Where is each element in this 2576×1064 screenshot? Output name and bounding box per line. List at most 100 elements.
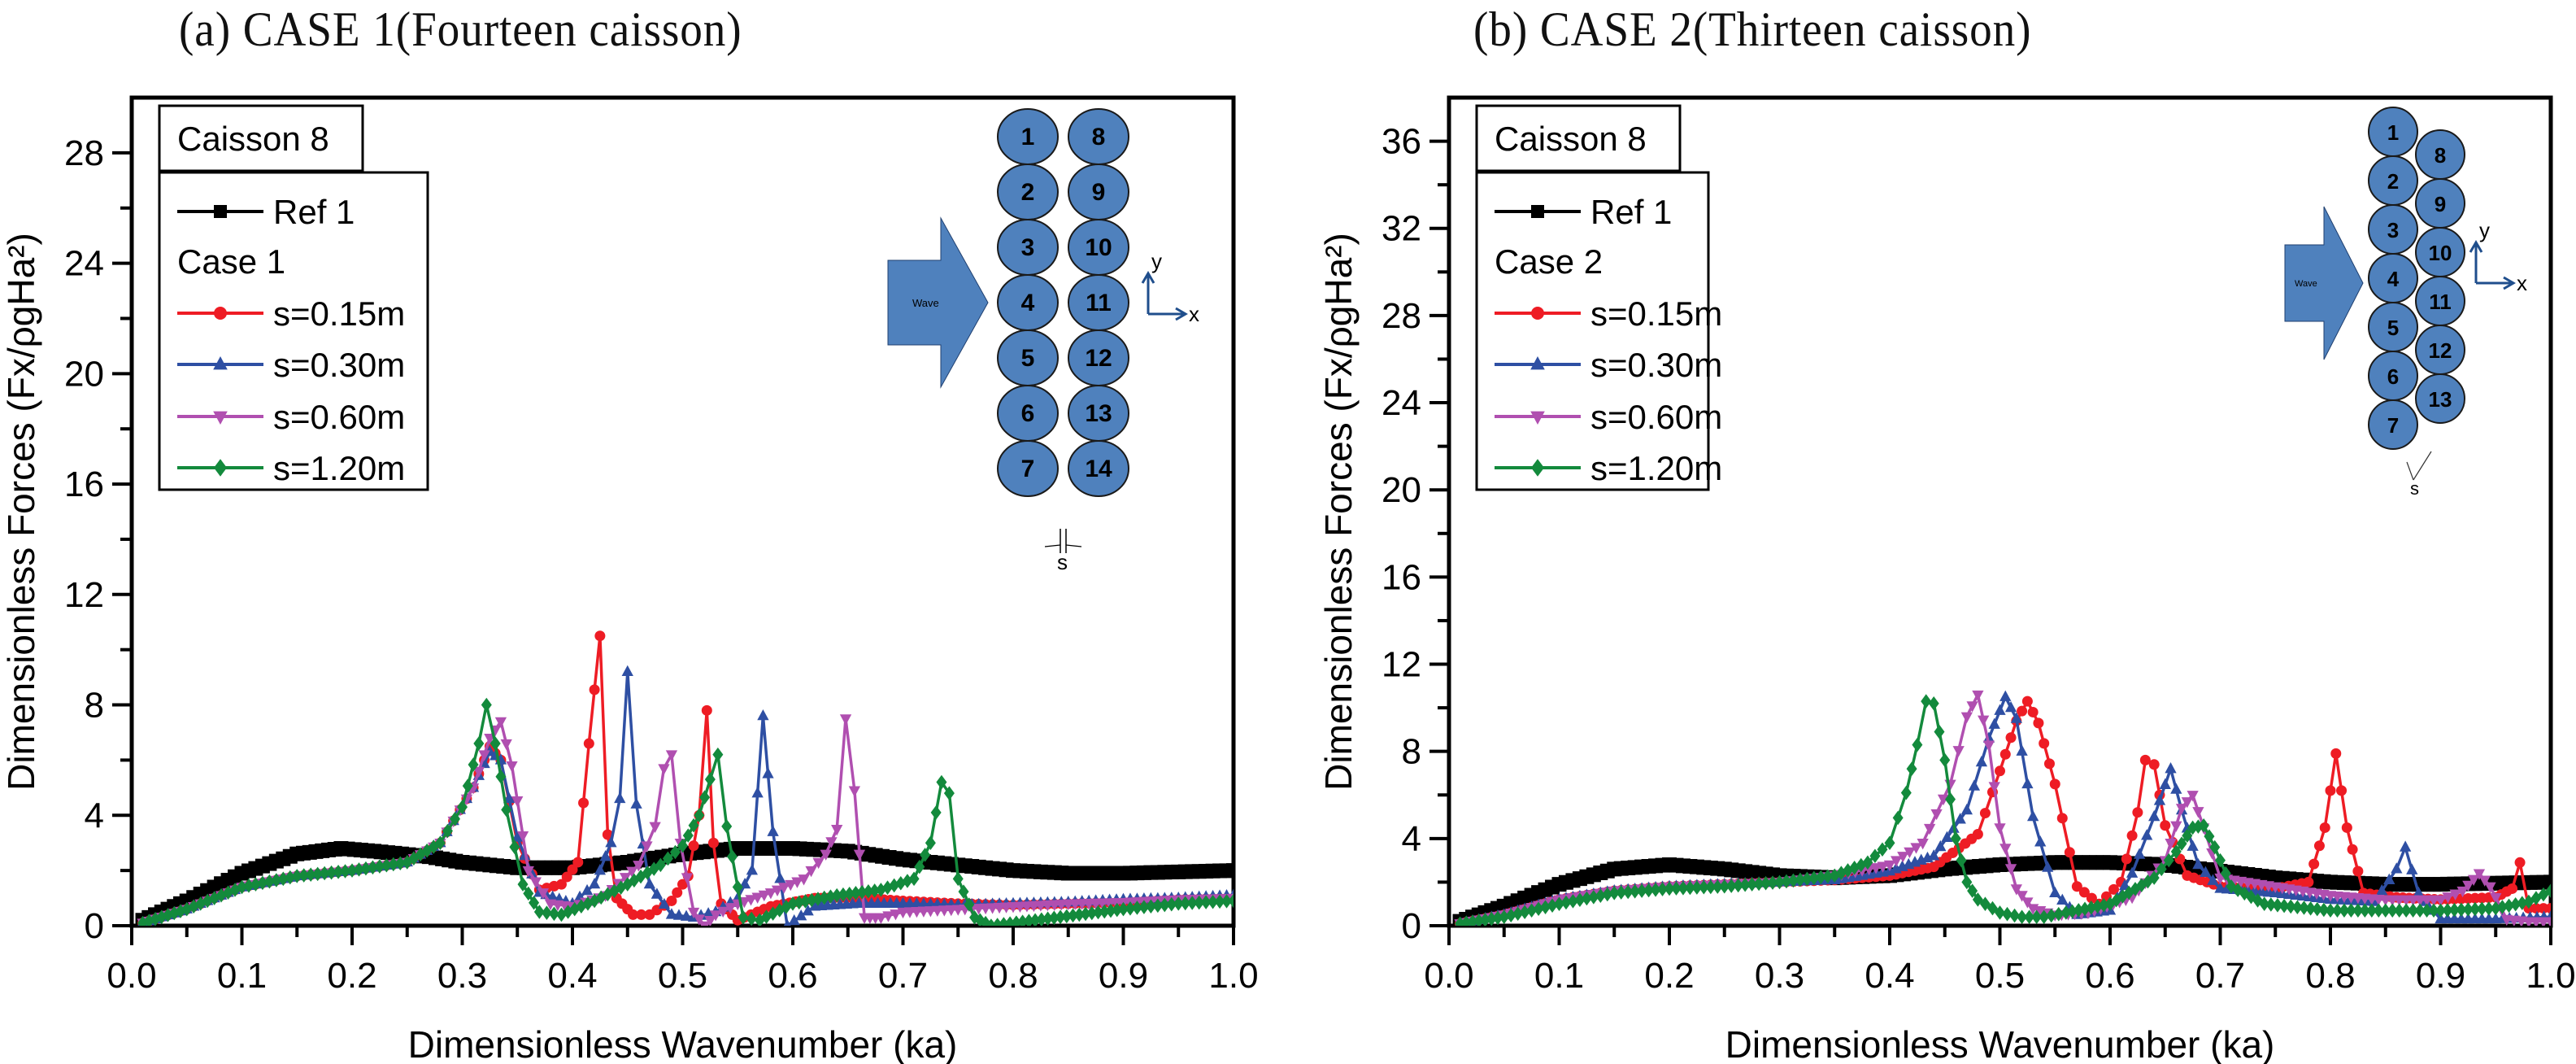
data-point [271, 873, 282, 887]
data-point [687, 907, 700, 919]
data-point [1588, 890, 1599, 905]
data-point [958, 884, 969, 899]
data-point [1961, 874, 1973, 890]
data-point [831, 887, 842, 903]
caisson-shape [2415, 373, 2465, 424]
data-point [1912, 737, 1923, 752]
data-point [2176, 836, 2187, 851]
data-point [710, 910, 722, 922]
data-point [751, 786, 764, 798]
data-point [572, 857, 584, 868]
data-point [511, 831, 524, 842]
data-point [2078, 887, 2090, 898]
data-point [1884, 835, 1895, 850]
data-point [605, 836, 617, 848]
data-point [1934, 724, 1945, 739]
data-point [1999, 844, 2012, 855]
data-point [2009, 908, 2021, 923]
data-point [2165, 761, 2177, 774]
data-point [2341, 822, 2352, 833]
legend-label: s=0.15m [273, 294, 405, 333]
legend-marker [1530, 411, 1545, 425]
caisson-number: 2 [1021, 179, 1035, 206]
data-point [952, 871, 964, 887]
data-point [651, 887, 664, 899]
data-point [2121, 853, 2132, 865]
data-point [2442, 903, 2453, 918]
data-point [875, 883, 886, 897]
data-point [622, 877, 633, 892]
caisson-number: 5 [1021, 345, 1035, 372]
data-point [2347, 844, 2358, 855]
x-tick-label: 0.3 [1755, 956, 1804, 996]
data-point [2543, 874, 2551, 890]
legend-marker [214, 307, 227, 320]
data-point [669, 844, 681, 860]
caisson-circle: 10 [1068, 219, 1129, 276]
data-point [2042, 861, 2054, 872]
caisson-circle: 6 [997, 385, 1059, 442]
data-point [831, 825, 843, 836]
caisson-number: 13 [2429, 387, 2452, 412]
data-point [2163, 853, 2174, 868]
data-point [806, 892, 817, 908]
data-point [2399, 840, 2412, 852]
data-point [1843, 863, 1854, 878]
data-point [2373, 903, 2384, 918]
data-point [2192, 857, 2204, 870]
data-point [2016, 891, 2028, 902]
y-axis-arrow-icon [2469, 240, 2483, 283]
data-point [2175, 804, 2188, 815]
legend-group-label: Case 2 [1495, 242, 1603, 281]
caisson-number: 6 [1021, 400, 1035, 427]
data-point [848, 786, 861, 797]
caisson-circle: 1 [2368, 107, 2418, 157]
data-point [546, 890, 559, 901]
legend-label: s=0.60m [273, 398, 405, 436]
legend-item-s030: s=0.30m [1495, 346, 1722, 384]
data-point [583, 738, 594, 749]
data-point [2414, 903, 2426, 918]
data-point [1023, 914, 1034, 926]
data-point [1533, 901, 1544, 917]
x-tick-label: 0.2 [1644, 956, 1694, 996]
data-point [1684, 880, 1695, 896]
caisson-number: 6 [2387, 364, 2399, 389]
data-point [930, 805, 942, 820]
data-point [1982, 731, 1995, 743]
data-point [1975, 755, 1988, 767]
data-point [1995, 905, 2005, 920]
data-point [168, 905, 180, 921]
data-point [1760, 875, 1772, 891]
data-point [1937, 794, 1950, 806]
data-point [1554, 896, 1564, 911]
x-axis-arrow-icon [2476, 276, 2516, 290]
data-point [1194, 895, 1205, 910]
legend-label: Ref 1 [273, 193, 355, 231]
data-point [2339, 903, 2350, 918]
legend-label: s=0.30m [273, 346, 405, 384]
data-point [1952, 746, 1965, 757]
data-point [2170, 783, 2182, 794]
data-point [2517, 896, 2528, 910]
y-tick-label: 28 [64, 133, 104, 173]
data-point [2265, 897, 2277, 912]
data-point [812, 892, 824, 906]
data-point [2092, 899, 2104, 914]
caisson-number: 9 [2435, 192, 2446, 216]
data-point [522, 866, 534, 878]
caisson-circle: 3 [2368, 204, 2418, 255]
data-point [353, 862, 364, 877]
data-point [1869, 863, 1882, 874]
data-point [621, 665, 633, 677]
data-point [757, 709, 769, 721]
y-tick-label: 8 [85, 686, 104, 726]
data-point [699, 790, 711, 805]
gap-label: s [2410, 478, 2419, 499]
y-tick-label: 36 [1382, 122, 1421, 162]
data-point [569, 901, 581, 917]
data-point [1042, 911, 1054, 926]
caisson-number: 4 [2387, 267, 2400, 291]
x-tick-label: 0.8 [2305, 956, 2355, 996]
data-point [555, 879, 567, 890]
